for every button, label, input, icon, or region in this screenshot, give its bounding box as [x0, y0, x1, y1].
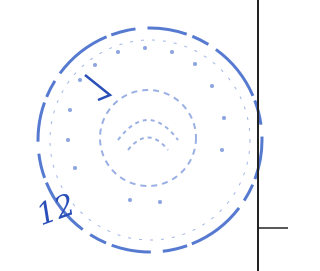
page: {"stamp": {"handwritten": "12"}} 12 (() … — [0, 0, 288, 271]
scan: 12 — [0, 0, 288, 271]
